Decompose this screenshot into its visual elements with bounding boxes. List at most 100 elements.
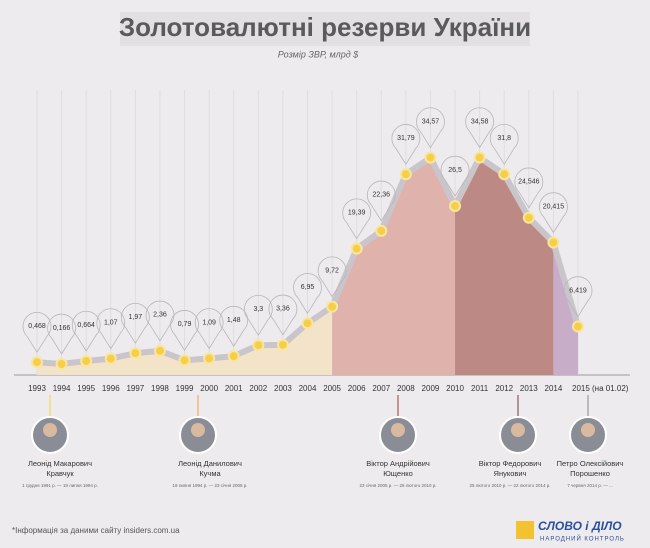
x-tick-label: 2012 (495, 384, 513, 393)
data-label: 6,95 (301, 284, 315, 291)
x-tick-label: 2007 (372, 384, 390, 393)
point (276, 338, 289, 351)
point (473, 151, 486, 164)
data-label: 0,664 (77, 322, 95, 329)
x-tick-label: 2014 (545, 384, 563, 393)
data-label: 0,468 (28, 323, 46, 330)
footnote: *Інформація за даними сайту insiders.com… (12, 526, 180, 535)
label-pin (194, 308, 224, 350)
data-label: 2,36 (153, 312, 167, 319)
data-label: 3,36 (276, 306, 290, 313)
label-pin (293, 273, 322, 315)
label-pin (71, 310, 101, 352)
x-tick-label: 1998 (151, 384, 169, 393)
point (252, 339, 265, 352)
x-tick-label: 2010 (446, 384, 464, 393)
president-term: 7 червня 2014 р. — ... (567, 483, 612, 488)
data-label: 0,79 (178, 321, 192, 328)
data-label: 24,546 (518, 179, 540, 186)
point (301, 317, 314, 330)
president-name: Леонід Макарович Кравчук (28, 459, 92, 478)
label-pin (391, 124, 421, 166)
data-label: 26,5 (448, 167, 462, 174)
president-name: Петро Олексійович Порошенко (557, 459, 624, 478)
point (572, 320, 584, 333)
point (80, 355, 93, 368)
point (55, 358, 68, 371)
point (375, 224, 388, 237)
x-tick-label: 2008 (397, 384, 415, 393)
portrait-face (191, 423, 205, 437)
data-label: 22,36 (373, 192, 391, 199)
x-tick-label: 2011 (471, 384, 489, 393)
label-pin (121, 302, 150, 344)
point (522, 211, 535, 224)
point (498, 168, 511, 181)
label-pin (170, 310, 199, 352)
x-tick-label: 2006 (348, 384, 366, 393)
president-name: Віктор Федорович Янукович (479, 459, 542, 478)
data-label: 19,39 (348, 210, 366, 217)
title-band (120, 12, 530, 46)
point (399, 168, 412, 181)
label-pin (465, 107, 494, 149)
portrait-face (391, 423, 405, 437)
data-label: 0,166 (53, 325, 71, 332)
point (350, 242, 363, 255)
label-pin (219, 305, 249, 347)
x-tick-label: 1996 (102, 384, 120, 393)
x-tick-label: 2004 (299, 384, 317, 393)
x-tick-label: 1995 (77, 384, 95, 393)
logo-tagline: НАРОДНИЙ КОНТРОЛЬ (540, 535, 625, 543)
data-label: 6,419 (569, 287, 587, 294)
label-pin (563, 276, 593, 318)
area-region (455, 157, 554, 375)
data-label: 1,09 (202, 319, 216, 326)
president-name: Віктор Андрійович Ющенко (366, 459, 430, 478)
point (227, 350, 240, 363)
data-label: 20,415 (543, 203, 565, 210)
point (449, 200, 462, 212)
label-pin (22, 311, 52, 353)
x-tick-label: 2002 (249, 384, 267, 393)
portrait-face (581, 423, 595, 437)
data-label: 1,48 (227, 317, 241, 324)
x-tick-label: 2001 (225, 384, 243, 393)
label-pin (145, 300, 175, 342)
point (203, 352, 216, 365)
logo-icon (516, 521, 534, 539)
point (104, 352, 117, 365)
x-tick-label: 2000 (200, 384, 218, 393)
point (326, 300, 339, 313)
president-term: 1 грудня 1991 р. — 19 липня 1994 р. (22, 483, 98, 488)
data-label: 31,79 (397, 135, 415, 142)
chart-subtitle: Розмір ЗВР, млрд $ (278, 49, 359, 59)
label-pin (440, 155, 470, 197)
point (31, 356, 43, 369)
president-name: Леонід Данилович Кучма (178, 459, 242, 478)
label-pin (268, 294, 298, 336)
label-pin (243, 295, 273, 336)
x-tick-label: 1994 (53, 384, 71, 393)
data-label: 3,3 (253, 306, 263, 313)
label-pin (539, 192, 568, 234)
x-tick-label: 2015 (на 01.02) (572, 384, 629, 393)
x-tick-label: 2013 (520, 384, 538, 393)
point (424, 151, 437, 164)
point (129, 347, 142, 360)
label-pin (366, 180, 396, 222)
label-pin (489, 124, 519, 165)
data-label: 9,72 (325, 268, 339, 275)
label-pin (342, 198, 372, 240)
data-label: 34,57 (422, 118, 440, 125)
label-pin (96, 308, 126, 350)
x-tick-label: 2003 (274, 384, 292, 393)
portrait-face (511, 423, 525, 437)
point (178, 354, 191, 367)
president-term: 19 липня 1994 р. — 23 січня 2005 р. (172, 483, 247, 488)
x-tick-label: 1997 (126, 384, 144, 393)
data-label: 31,8 (497, 135, 511, 142)
x-tick-label: 1993 (28, 384, 46, 393)
